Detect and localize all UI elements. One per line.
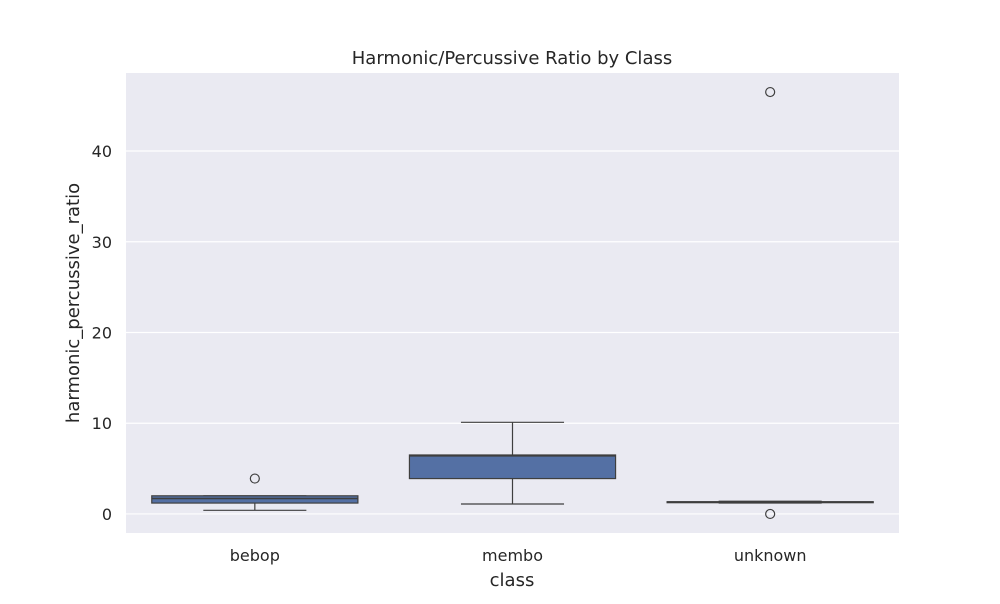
y-tick-label: 20 (92, 323, 112, 342)
x-axis-label: class (490, 570, 535, 591)
y-tick-label: 40 (92, 142, 112, 161)
outlier-point (765, 508, 776, 520)
chart-title: Harmonic/Percussive Ratio by Class (352, 48, 672, 69)
x-tick-label: unknown (734, 546, 807, 565)
tick-labels: 0 10 20 30 40 bebop membo unknown (92, 142, 807, 565)
iqr-box (151, 495, 359, 504)
x-tick-label: membo (482, 546, 543, 565)
y-tick-label: 30 (92, 233, 112, 252)
outlier-point (249, 473, 260, 484)
box-membo (408, 421, 617, 505)
boxes (151, 86, 874, 520)
outlier-point (765, 86, 776, 98)
iqr-box (408, 454, 617, 480)
box-unknown (666, 86, 874, 520)
y-tick-label: 0 (102, 505, 112, 524)
y-tick-label: 10 (92, 414, 112, 433)
x-tick-label: bebop (230, 546, 280, 565)
y-axis-label: harmonic_percussive_ratio (63, 183, 84, 423)
box-bebop (151, 473, 359, 511)
